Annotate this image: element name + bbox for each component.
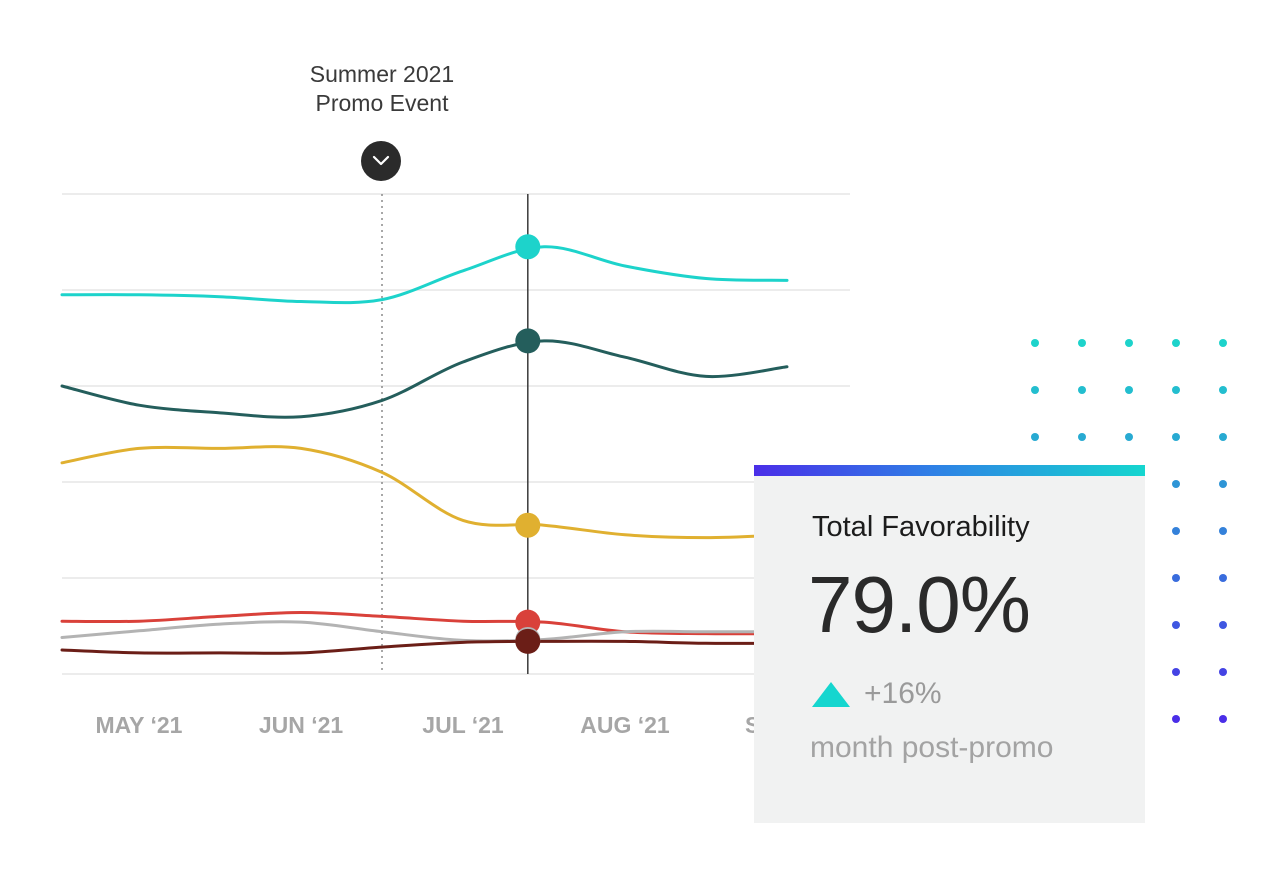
card-change: +16% xyxy=(864,677,942,710)
chevron-down-icon xyxy=(372,155,390,166)
decorative-dot xyxy=(1219,480,1227,488)
decorative-dot xyxy=(1078,433,1086,441)
decorative-dot xyxy=(1031,339,1039,347)
event-label: Summer 2021 Promo Event xyxy=(232,60,532,118)
decorative-dot xyxy=(1172,386,1180,394)
x-tick-label-3: AUG ‘21 xyxy=(580,712,670,738)
decorative-dot xyxy=(1031,433,1039,441)
card-title: Total Favorability xyxy=(812,511,1030,543)
decorative-dot xyxy=(1125,339,1133,347)
decorative-dot xyxy=(1219,433,1227,441)
decorative-dot xyxy=(1172,621,1180,629)
decorative-dot xyxy=(1172,339,1180,347)
decorative-dot xyxy=(1219,386,1227,394)
event-layer xyxy=(381,194,529,674)
decorative-dot xyxy=(1172,527,1180,535)
decorative-dot xyxy=(1219,668,1227,676)
decorative-dot xyxy=(1078,386,1086,394)
card-change-row: +16% xyxy=(812,677,942,711)
series-line-0 xyxy=(60,245,789,305)
x-tick-label-2: JUL ‘21 xyxy=(422,712,504,738)
card-accent-bar xyxy=(754,465,1145,476)
x-tick-label-1: JUN ‘21 xyxy=(259,712,344,738)
decorative-dot xyxy=(1125,433,1133,441)
highlight-point-2[interactable] xyxy=(515,512,541,538)
decorative-dot xyxy=(1219,715,1227,723)
decorative-dot xyxy=(1125,386,1133,394)
series-line-5 xyxy=(60,639,789,655)
card-value: 79.0% xyxy=(808,560,1031,649)
decorative-dot xyxy=(1172,668,1180,676)
grid-layer xyxy=(62,193,850,675)
series-line-3 xyxy=(60,611,789,636)
decorative-dot xyxy=(1172,574,1180,582)
x-tick-label-0: MAY ‘21 xyxy=(96,712,183,738)
card-caption: month post-promo xyxy=(810,731,1054,764)
series-line-4 xyxy=(60,620,789,643)
favorability-card: Total Favorability 79.0% +16% month post… xyxy=(754,465,1145,823)
decorative-dot xyxy=(1219,574,1227,582)
decorative-dot xyxy=(1172,480,1180,488)
highlight-point-1[interactable] xyxy=(515,328,541,354)
highlight-point-0[interactable] xyxy=(515,234,541,260)
highlight-layer xyxy=(515,234,541,654)
decorative-dot xyxy=(1172,433,1180,441)
decorative-dot xyxy=(1031,386,1039,394)
event-label-line2: Promo Event xyxy=(315,90,449,116)
decorative-dot xyxy=(1219,527,1227,535)
decorative-dot xyxy=(1172,715,1180,723)
series-line-2 xyxy=(60,445,789,540)
decorative-dot xyxy=(1219,621,1227,629)
event-marker-button[interactable] xyxy=(361,141,401,181)
decorative-dot xyxy=(1078,339,1086,347)
series-layer xyxy=(60,245,789,655)
highlight-point-5[interactable] xyxy=(515,628,541,654)
decorative-dot xyxy=(1219,339,1227,347)
series-line-1 xyxy=(60,339,789,419)
highlight-point-3[interactable] xyxy=(515,609,541,635)
event-label-line1: Summer 2021 xyxy=(309,61,455,87)
up-triangle-icon xyxy=(812,681,850,707)
